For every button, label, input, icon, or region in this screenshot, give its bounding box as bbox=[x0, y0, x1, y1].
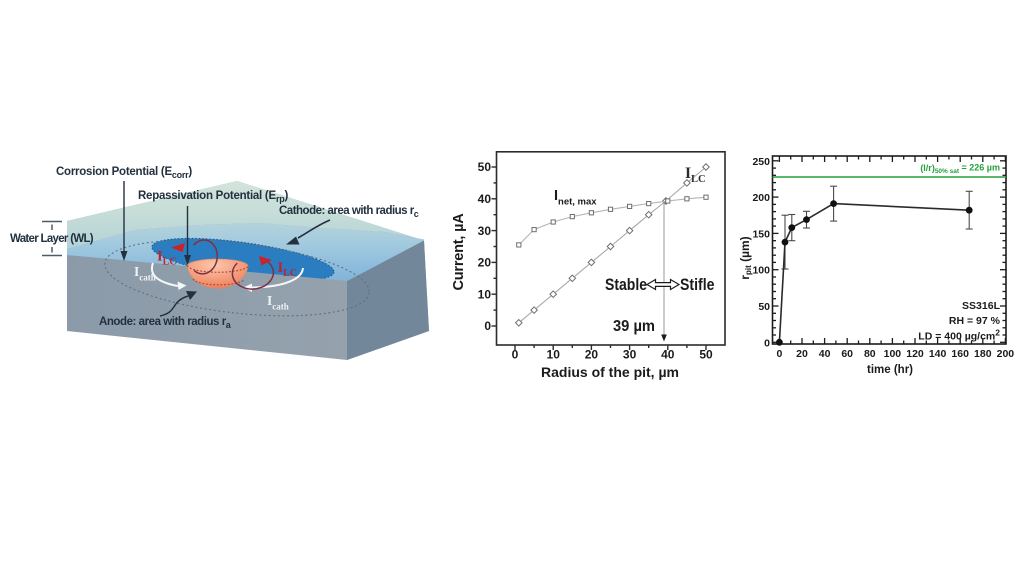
svg-text:Corrosion Potential (Ecorr): Corrosion Potential (Ecorr) bbox=[56, 166, 192, 180]
svg-text:50: 50 bbox=[758, 301, 770, 313]
svg-text:0: 0 bbox=[764, 337, 770, 349]
svg-text:Inet, max: Inet, max bbox=[554, 188, 597, 208]
svg-text:80: 80 bbox=[864, 348, 876, 360]
svg-text:120: 120 bbox=[906, 348, 924, 360]
svg-text:50: 50 bbox=[478, 160, 492, 174]
svg-text:Stifle: Stifle bbox=[680, 275, 715, 294]
svg-text:100: 100 bbox=[884, 348, 902, 360]
svg-text:time (hr): time (hr) bbox=[867, 364, 913, 376]
svg-text:Repassivation Potential (Erp): Repassivation Potential (Erp) bbox=[138, 190, 288, 204]
svg-text:60: 60 bbox=[841, 348, 853, 360]
svg-text:Radius of the pit, µm: Radius of the pit, µm bbox=[541, 364, 679, 380]
svg-text:30: 30 bbox=[623, 348, 637, 362]
svg-text:0: 0 bbox=[484, 319, 491, 333]
svg-text:Stable: Stable bbox=[605, 275, 647, 294]
svg-text:39 µm: 39 µm bbox=[613, 318, 655, 335]
svg-text:Water Layer (WL): Water Layer (WL) bbox=[10, 233, 94, 245]
svg-text:250: 250 bbox=[752, 156, 770, 168]
svg-text:0: 0 bbox=[512, 348, 519, 362]
svg-text:200: 200 bbox=[752, 192, 770, 204]
svg-text:100: 100 bbox=[752, 265, 770, 277]
svg-text:10: 10 bbox=[547, 348, 561, 362]
svg-text:40: 40 bbox=[478, 192, 492, 206]
svg-text:50: 50 bbox=[699, 348, 713, 362]
svg-text:150: 150 bbox=[752, 228, 770, 240]
svg-text:20: 20 bbox=[478, 256, 492, 270]
svg-text:200: 200 bbox=[997, 348, 1015, 360]
svg-text:Cathode: area with radius rc: Cathode: area with radius rc bbox=[279, 205, 419, 219]
svg-text:Current, µA: Current, µA bbox=[451, 213, 467, 291]
svg-text:rpit (µm): rpit (µm) bbox=[738, 236, 753, 279]
svg-text:LD = 400 µg/cm2: LD = 400 µg/cm2 bbox=[918, 328, 1000, 343]
svg-text:0: 0 bbox=[776, 348, 782, 360]
svg-text:40: 40 bbox=[819, 348, 831, 360]
svg-text:RH = 97 %: RH = 97 % bbox=[949, 315, 1001, 327]
svg-text:SS316L: SS316L bbox=[962, 300, 1001, 312]
svg-text:(l/r)50% sat = 226 µm: (l/r)50% sat = 226 µm bbox=[920, 163, 1000, 176]
svg-text:140: 140 bbox=[929, 348, 947, 360]
svg-text:40: 40 bbox=[661, 348, 675, 362]
svg-text:30: 30 bbox=[478, 224, 492, 238]
svg-text:10: 10 bbox=[478, 287, 492, 301]
svg-text:20: 20 bbox=[796, 348, 808, 360]
svg-text:180: 180 bbox=[974, 348, 992, 360]
svg-text:Anode: area with radius ra: Anode: area with radius ra bbox=[99, 316, 232, 330]
svg-text:20: 20 bbox=[585, 348, 599, 362]
svg-text:160: 160 bbox=[951, 348, 969, 360]
